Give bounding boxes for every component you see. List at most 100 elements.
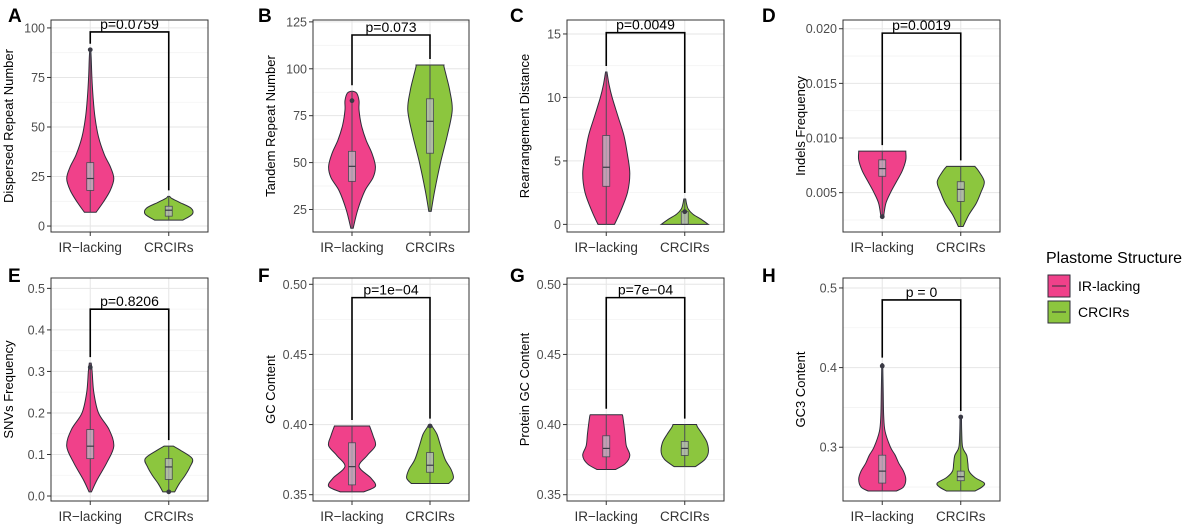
panel-letter-e: E bbox=[8, 266, 21, 287]
box-crcirs bbox=[956, 181, 965, 202]
y-tick-label: 100 bbox=[24, 21, 45, 35]
y-axis-label: Dispersed Repeat Number bbox=[1, 48, 16, 203]
plot-frame bbox=[842, 277, 1001, 502]
outlier-point bbox=[166, 489, 172, 495]
y-tick-label: 0.40 bbox=[537, 418, 561, 432]
panels: A 0 25 50 75 100 Dispersed Repeat Number p=0.07… bbox=[1, 6, 1001, 524]
x-category-label: IR−lacking bbox=[59, 240, 122, 255]
plot-frame bbox=[312, 19, 470, 233]
box-crcirs bbox=[164, 458, 173, 480]
x-category-label: IR−lacking bbox=[851, 240, 914, 255]
p-value-label: p=0.0049 bbox=[616, 17, 675, 33]
y-tick-label: 0.45 bbox=[537, 348, 561, 362]
y-tick-label: 0.010 bbox=[806, 132, 837, 146]
y-tick-label: 0.40 bbox=[283, 418, 307, 432]
outlier-point bbox=[349, 98, 355, 104]
y-tick-label: 0.45 bbox=[283, 348, 307, 362]
outlier-point bbox=[87, 47, 93, 53]
y-axis-label: GC3 Content bbox=[793, 351, 808, 427]
significance-bracket bbox=[881, 32, 962, 161]
significance-bracket bbox=[89, 31, 170, 191]
y-tick-label: 0.5 bbox=[820, 281, 837, 295]
p-value-label: p = 0 bbox=[906, 284, 938, 300]
x-category-label: IR−lacking bbox=[320, 509, 383, 524]
x-category-label: IR−lacking bbox=[575, 509, 638, 524]
p-value-label: p=0.0759 bbox=[100, 16, 159, 32]
panel-c: C 0 5 10 15 Rearrangement Distance p=0.0049 IR−… bbox=[510, 6, 725, 255]
y-axis-label: SNVs Frequency bbox=[1, 340, 16, 439]
significance-bracket bbox=[89, 308, 170, 441]
y-axis-label: Tandem Repeat Number bbox=[263, 55, 278, 197]
box-crcirs bbox=[426, 98, 434, 154]
panel-letter-a: A bbox=[8, 6, 22, 27]
significance-bracket bbox=[881, 299, 962, 411]
plot-frame bbox=[50, 277, 209, 502]
panel-f: F 0.35 0.40 0.45 0.50 GC Content p=1e−04 IR−lac… bbox=[258, 266, 470, 524]
panel-letter-b: B bbox=[258, 6, 272, 27]
y-tick-label: 0.50 bbox=[537, 278, 561, 292]
significance-bracket bbox=[351, 296, 431, 420]
x-category-label: IR−lacking bbox=[851, 509, 914, 524]
y-tick-label: 75 bbox=[293, 109, 307, 123]
y-tick-label: 0.1 bbox=[28, 448, 45, 462]
panel-b: B 25 50 75 100 125 Tandem Repeat Number p=0.073… bbox=[258, 6, 470, 255]
y-tick-label: 25 bbox=[31, 170, 45, 184]
y-tick-label: 0.3 bbox=[28, 365, 45, 379]
plot-frame bbox=[842, 19, 1001, 233]
x-category-label: IR−lacking bbox=[575, 240, 638, 255]
plot-frame bbox=[50, 19, 209, 233]
y-axis-label: Protein GC Content bbox=[517, 332, 532, 446]
plot-frame bbox=[312, 277, 470, 502]
box-ir-lacking bbox=[602, 435, 611, 458]
box-ir-lacking bbox=[878, 454, 887, 484]
outlier-point bbox=[879, 363, 885, 369]
box-ir-lacking bbox=[86, 162, 95, 191]
y-tick-label: 0.50 bbox=[283, 278, 307, 292]
plot-frame bbox=[566, 19, 725, 233]
panel-a: A 0 25 50 75 100 Dispersed Repeat Number p=0.07… bbox=[1, 6, 209, 255]
y-tick-label: 0.005 bbox=[806, 186, 837, 200]
plot-background bbox=[51, 20, 208, 232]
y-tick-label: 15 bbox=[547, 27, 561, 41]
x-category-label: CRCIRs bbox=[936, 509, 986, 524]
panel-letter-h: H bbox=[762, 266, 776, 287]
x-category-label: CRCIRs bbox=[660, 240, 710, 255]
legend-label-crcirs: CRCIRs bbox=[1078, 304, 1129, 320]
p-value-label: p=7e−04 bbox=[618, 282, 673, 298]
panel-letter-f: F bbox=[258, 266, 270, 287]
panel-letter-c: C bbox=[510, 6, 524, 27]
plot-frame bbox=[566, 277, 725, 502]
x-category-label: CRCIRs bbox=[405, 240, 455, 255]
y-tick-label: 75 bbox=[31, 71, 45, 85]
y-tick-label: 10 bbox=[547, 91, 561, 105]
y-tick-label: 0.015 bbox=[806, 77, 837, 91]
y-tick-label: 50 bbox=[31, 120, 45, 134]
y-tick-label: 0 bbox=[554, 218, 561, 232]
outlier-point bbox=[682, 209, 688, 215]
outlier-point bbox=[427, 423, 433, 429]
y-tick-label: 0.35 bbox=[283, 488, 307, 502]
y-tick-label: 125 bbox=[286, 15, 307, 29]
panel-h: H 0.3 0.4 0.5 GC3 Content p = 0 IR−lacking CRCI… bbox=[762, 266, 1001, 524]
y-tick-label: 50 bbox=[293, 156, 307, 170]
box-ir-lacking bbox=[86, 429, 95, 460]
x-category-label: CRCIRs bbox=[405, 509, 455, 524]
y-axis-label: GC Content bbox=[263, 355, 278, 424]
panel-letter-d: D bbox=[762, 6, 776, 27]
y-tick-label: 100 bbox=[286, 62, 307, 76]
box-crcirs bbox=[956, 470, 965, 482]
y-tick-label: 0.3 bbox=[820, 441, 837, 455]
box-crcirs bbox=[426, 452, 434, 473]
panel-letter-g: G bbox=[510, 266, 525, 287]
y-tick-label: 0.020 bbox=[806, 22, 837, 36]
x-category-label: CRCIRs bbox=[660, 509, 710, 524]
x-category-label: IR−lacking bbox=[320, 240, 383, 255]
legend-label-ir-lacking: IR-lacking bbox=[1078, 278, 1140, 294]
y-tick-label: 5 bbox=[554, 154, 561, 168]
y-tick-label: 0.2 bbox=[28, 406, 45, 420]
y-tick-label: 0.5 bbox=[28, 282, 45, 296]
significance-bracket bbox=[351, 34, 431, 86]
panel-e: E 0.0 0.1 0.2 0.3 0.4 0.5 SNVs Frequency p=0.820… bbox=[1, 266, 209, 524]
y-axis-label: Indels Frequency bbox=[793, 76, 808, 176]
